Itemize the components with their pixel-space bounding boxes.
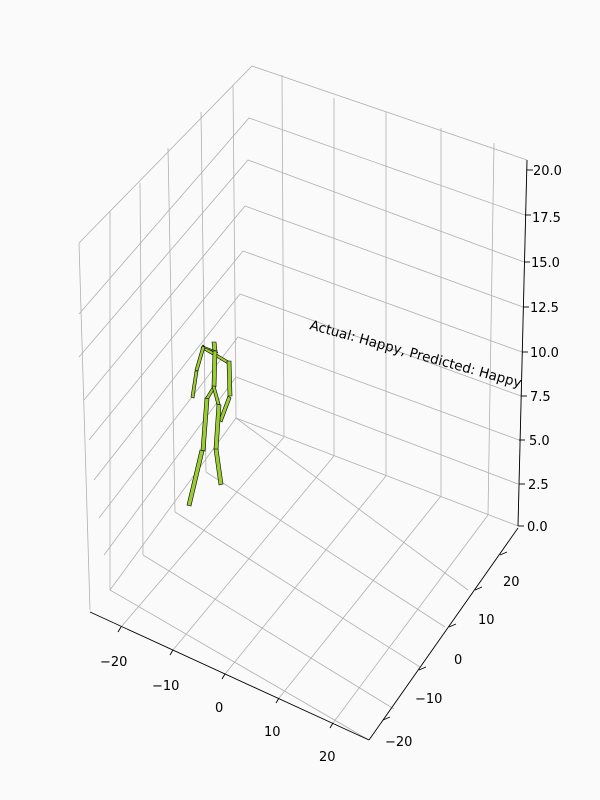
z-grid-20 — [78, 65, 528, 244]
y-tick-label: 0 — [454, 653, 462, 668]
fgrid-b1 — [120, 436, 285, 628]
x-tick-label: −10 — [152, 679, 179, 694]
z-tick-label: 7.5 — [530, 390, 551, 405]
z-gridlines — [78, 65, 528, 591]
tick-marks — [117, 169, 533, 729]
z-tick-label: 10.0 — [530, 346, 559, 361]
x-tick-label: −20 — [100, 655, 127, 670]
z-tick-label: 2.5 — [528, 478, 549, 493]
vgrid-left-6 — [232, 84, 237, 419]
z-tick-label: 0.0 — [527, 520, 548, 535]
bone-right-shin — [213, 448, 224, 486]
y-tick-m10 — [418, 666, 427, 671]
z-grid-2.5 — [103, 376, 519, 556]
z-grid-12.5 — [83, 205, 524, 401]
x-axis-line — [89, 611, 370, 741]
y-tick-10 — [474, 586, 483, 591]
floor-gridlines — [109, 417, 489, 741]
vgrid-left-4 — [167, 147, 176, 513]
vertical-gridlines — [78, 74, 528, 611]
bone-spine — [211, 350, 218, 388]
fgrid-a2 — [174, 511, 421, 668]
fgrid-b4 — [278, 495, 442, 699]
z-tick-label: 17.5 — [532, 211, 561, 226]
z-grid-5 — [98, 336, 520, 519]
bone-right-upper-arm — [226, 360, 233, 397]
z-grid-7.5 — [93, 293, 522, 481]
fgrid-b5 — [332, 514, 489, 724]
y-tick-label: −10 — [415, 692, 442, 707]
bone-left-shin — [186, 449, 205, 507]
x-tick-10 — [275, 697, 280, 704]
z-grid-10 — [88, 250, 523, 441]
bone-hip-right — [211, 385, 221, 406]
y-tick-label: 20 — [503, 575, 520, 590]
y-tick-20 — [499, 551, 508, 556]
bone-left-forearm — [190, 370, 199, 399]
x-tick-label: 20 — [319, 750, 336, 765]
x-tick-0 — [221, 673, 226, 680]
fgrid-a5 — [109, 589, 370, 741]
vgrid-left-1 — [78, 242, 91, 611]
axes — [89, 159, 528, 741]
tick-labels: −20 −10 0 10 20 −20 −10 0 10 20 0.0 2.5 … — [100, 164, 562, 765]
fgrid-b3 — [224, 475, 387, 675]
z-tick-label: 15.0 — [531, 256, 560, 271]
x-tick-m20 — [117, 626, 122, 633]
z-axis-line — [517, 159, 528, 527]
z-grid-17.5 — [78, 117, 526, 315]
vgrid-back-1 — [281, 74, 285, 438]
y-axis-line — [368, 527, 519, 741]
x-tick-20 — [329, 722, 334, 729]
skeleton — [186, 341, 233, 507]
fgrid-a3 — [205, 471, 446, 628]
x-tick-m10 — [169, 649, 174, 656]
z-tick-label: 20.0 — [533, 164, 562, 179]
x-tick-label: 10 — [264, 725, 281, 740]
vgrid-left-3 — [139, 182, 144, 556]
vgrid-back-5 — [487, 142, 495, 516]
x-tick-label: 0 — [215, 701, 223, 716]
bone-left-thigh — [200, 397, 210, 452]
fgrid-a4 — [235, 417, 469, 591]
y-tick-0 — [448, 623, 457, 628]
y-tick-m20 — [382, 716, 391, 721]
bone-right-thigh — [213, 403, 222, 451]
z-tick-label: 12.5 — [530, 301, 559, 316]
fgrid-a1 — [142, 554, 395, 710]
y-tick-label: 10 — [478, 613, 495, 628]
z-tick-label: 5.0 — [529, 434, 550, 449]
fgrid-b2 — [172, 455, 335, 651]
y-tick-label: −20 — [385, 735, 412, 750]
bone-right-forearm — [218, 395, 232, 423]
z-grid-15 — [78, 159, 525, 358]
